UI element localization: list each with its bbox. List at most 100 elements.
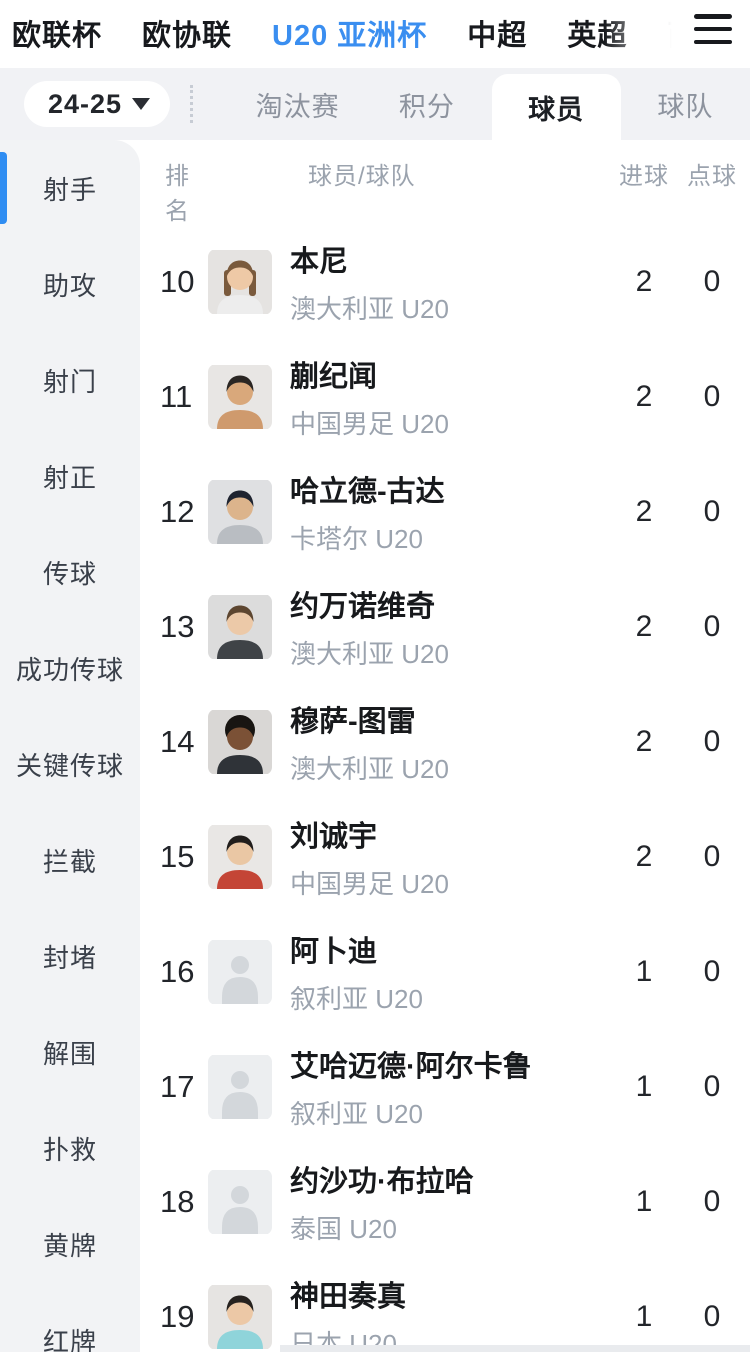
season-selector[interactable]: 24-25 — [24, 81, 171, 127]
table-row[interactable]: 19 — [160, 1259, 740, 1352]
table-row[interactable]: 14 — [160, 684, 740, 799]
goals-value: 1 — [635, 954, 653, 988]
penalties-value: 0 — [703, 379, 721, 413]
player-name: 本尼 — [290, 245, 349, 278]
sidebar-item-label: 传球 — [42, 558, 97, 589]
sidebar-item[interactable]: 红牌 — [0, 1292, 140, 1352]
table-row[interactable]: 13 — [160, 569, 740, 684]
rank-value: 13 — [160, 608, 195, 644]
penalties-value: 0 — [703, 954, 721, 988]
sidebar-item[interactable]: 传球 — [0, 524, 140, 620]
player-team: 中国男足 U20 — [290, 868, 449, 899]
player-avatar — [208, 1284, 272, 1350]
player-team: 泰国 U20 — [290, 1213, 397, 1244]
penalties-value: 0 — [703, 839, 721, 873]
sidebar-item[interactable]: 解围 — [0, 1004, 140, 1100]
sidebar-item[interactable]: 拦截 — [0, 812, 140, 908]
player-cell: 哈立德-古达 卡塔尔 U20 — [290, 468, 616, 556]
header-goals: 进球 — [619, 163, 669, 190]
player-team: 卡塔尔 U20 — [290, 523, 423, 554]
penalties-value: 0 — [703, 609, 721, 643]
sidebar-item-label: 成功传球 — [15, 654, 124, 685]
table-row[interactable]: 10 — [160, 224, 740, 339]
table-row[interactable]: 18 — [160, 1144, 740, 1259]
table-row[interactable]: 17 — [160, 1029, 740, 1144]
goals-value: 2 — [635, 264, 653, 298]
sidebar-item[interactable]: 封堵 — [0, 908, 140, 1004]
player-cell: 阿卜迪 叙利亚 U20 — [290, 928, 616, 1016]
rank-value: 16 — [160, 953, 195, 989]
sidebar-item[interactable]: 射手 — [0, 140, 140, 236]
top-nav-item[interactable]: 英超 — [567, 20, 628, 52]
goals-value: 2 — [635, 379, 653, 413]
sidebar-item-label: 拦截 — [42, 846, 97, 877]
top-nav-item[interactable]: 欧联杯 — [12, 20, 103, 52]
goals-value: 1 — [635, 1069, 653, 1103]
player-name: 约万诺维奇 — [290, 590, 436, 623]
hamburger-menu-icon[interactable] — [694, 14, 732, 44]
player-name: 哈立德-古达 — [290, 475, 445, 508]
sidebar-item-label: 关键传球 — [15, 750, 124, 781]
table-row[interactable]: 12 — [160, 454, 740, 569]
player-avatar — [208, 1054, 272, 1120]
section-tabs: 淘汰赛 积分 球员 球队 — [233, 68, 750, 140]
sidebar-item[interactable]: 成功传球 — [0, 620, 140, 716]
player-team: 澳大利亚 U20 — [290, 753, 449, 784]
player-cell: 神田奏真 日本 U20 — [290, 1273, 616, 1352]
sidebar-item-label: 解围 — [42, 1038, 97, 1069]
filter-bar: 24-25 淘汰赛 积分 球员 球队 — [0, 68, 750, 140]
section-tab[interactable]: 积分 — [398, 91, 455, 122]
section-tab[interactable]: 球员 — [491, 74, 621, 140]
sidebar-item[interactable]: 助攻 — [0, 236, 140, 332]
active-indicator — [0, 152, 7, 224]
season-label: 24-25 — [48, 88, 123, 119]
player-name: 阿卜迪 — [290, 935, 378, 968]
player-name: 艾哈迈德·阿尔卡鲁 — [290, 1050, 532, 1083]
player-avatar — [208, 594, 272, 660]
dotted-divider — [190, 85, 194, 123]
sidebar-item[interactable]: 扑救 — [0, 1100, 140, 1196]
top-nav-item[interactable]: 中超 — [467, 20, 528, 52]
goals-value: 2 — [635, 494, 653, 528]
player-cell: 约万诺维奇 澳大利亚 U20 — [290, 583, 616, 671]
top-nav-item[interactable]: 欧协联 — [142, 20, 233, 52]
player-team: 澳大利亚 U20 — [290, 293, 449, 324]
top-nav: 欧联杯 欧协联 U20 亚洲杯 中超 英超 西 — [0, 0, 750, 68]
rank-value: 11 — [160, 378, 193, 414]
rank-value: 10 — [160, 263, 195, 299]
rank-value: 17 — [160, 1068, 195, 1104]
sidebar-item[interactable]: 关键传球 — [0, 716, 140, 812]
player-cell: 艾哈迈德·阿尔卡鲁 叙利亚 U20 — [290, 1043, 616, 1131]
goals-value: 2 — [635, 839, 653, 873]
rank-value: 19 — [160, 1298, 195, 1334]
player-cell: 穆萨-图雷 澳大利亚 U20 — [290, 698, 616, 786]
table-row[interactable]: 15 — [160, 799, 740, 914]
top-nav-item[interactable]: 西 — [667, 20, 698, 52]
penalties-value: 0 — [703, 1299, 721, 1333]
sidebar-item[interactable]: 射门 — [0, 332, 140, 428]
penalties-value: 0 — [703, 724, 721, 758]
sidebar-item-label: 红牌 — [42, 1326, 97, 1352]
header-rank: 排名 — [165, 163, 190, 225]
stats-sidebar: 射手 助攻 射门 射正 传球 成功传球 — [0, 140, 140, 1352]
penalties-value: 0 — [703, 494, 721, 528]
top-nav-item[interactable]: U20 亚洲杯 — [272, 20, 428, 52]
section-tab[interactable]: 淘汰赛 — [255, 91, 340, 122]
player-team: 叙利亚 U20 — [290, 983, 423, 1014]
rank-value: 18 — [160, 1183, 195, 1219]
section-tab[interactable]: 球队 — [657, 91, 714, 122]
sidebar-item[interactable]: 黄牌 — [0, 1196, 140, 1292]
goals-value: 1 — [635, 1299, 653, 1333]
player-avatar — [208, 249, 272, 315]
sidebar-item[interactable]: 射正 — [0, 428, 140, 524]
header-penalties: 点球 — [687, 163, 737, 190]
rank-value: 14 — [160, 723, 195, 759]
player-team: 中国男足 U20 — [290, 408, 449, 439]
table-row[interactable]: 11 — [160, 339, 740, 454]
bottom-divider — [280, 1345, 750, 1352]
player-name: 穆萨-图雷 — [290, 705, 416, 738]
caret-down-icon — [132, 98, 151, 110]
table-row[interactable]: 16 — [160, 914, 740, 1029]
sidebar-item-label: 射正 — [42, 462, 97, 493]
sidebar-item-label: 射手 — [42, 174, 97, 205]
